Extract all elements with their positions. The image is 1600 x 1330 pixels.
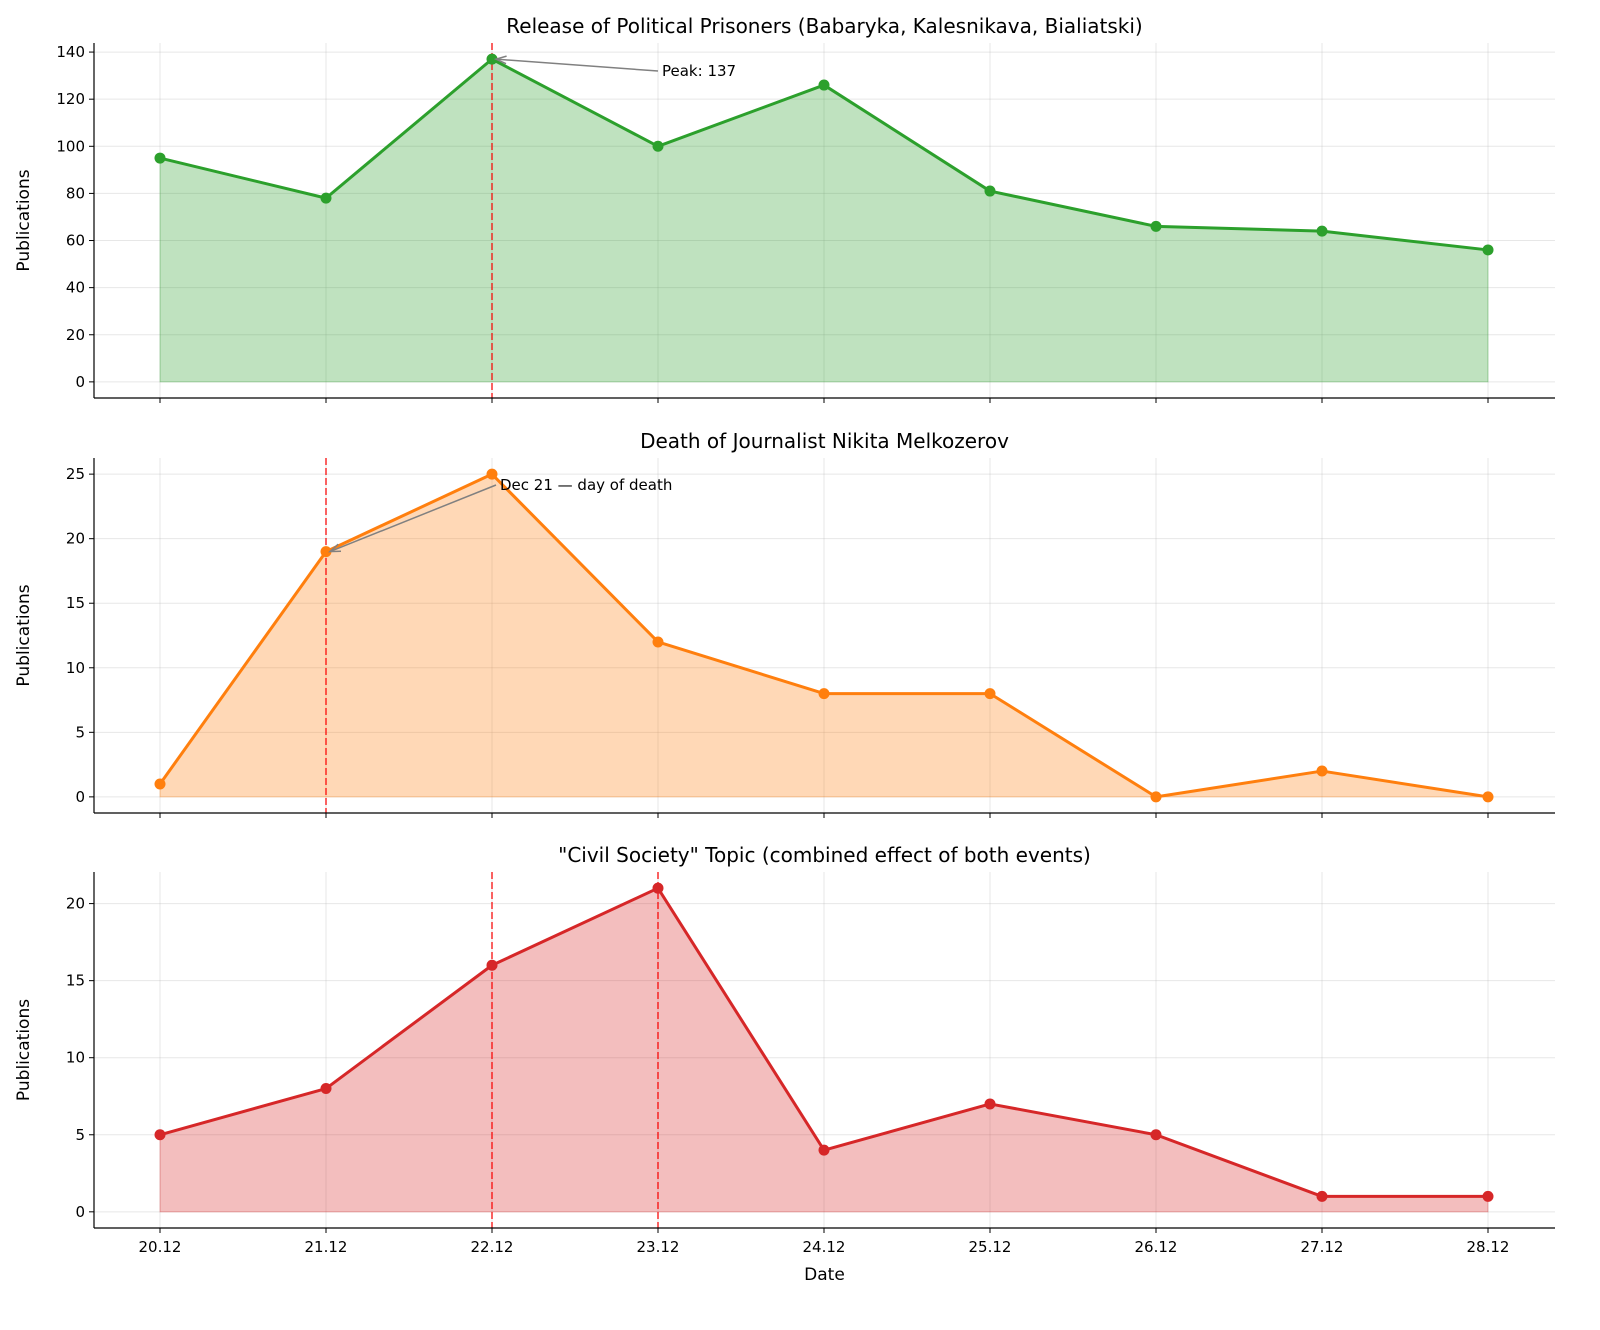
y-tick-label: 5 bbox=[75, 1126, 85, 1144]
annotation-arrowhead bbox=[493, 55, 507, 65]
data-point bbox=[818, 688, 830, 700]
data-point bbox=[984, 185, 996, 197]
y-tick-label: 0 bbox=[75, 373, 85, 391]
data-point bbox=[154, 152, 166, 164]
data-point bbox=[652, 636, 664, 648]
y-tick-label: 25 bbox=[66, 465, 85, 483]
data-point bbox=[486, 468, 498, 480]
annotation-text: Dec 21 — day of death bbox=[500, 476, 672, 494]
y-tick-label: 0 bbox=[75, 788, 85, 806]
y-tick-label: 40 bbox=[66, 279, 85, 297]
data-point bbox=[818, 1144, 830, 1156]
y-tick-label: 100 bbox=[56, 137, 85, 155]
annotation-arrow bbox=[329, 484, 497, 553]
y-tick-label: 10 bbox=[66, 659, 85, 677]
data-point bbox=[1482, 1190, 1494, 1202]
area-fill bbox=[159, 58, 1489, 383]
y-axis-label: Publications bbox=[14, 999, 34, 1101]
y-axis-label: Publications bbox=[14, 584, 34, 686]
annotation-arrowhead bbox=[327, 543, 342, 553]
y-tick-label: 15 bbox=[66, 972, 85, 990]
y-tick-label: 120 bbox=[56, 90, 85, 108]
x-tick-label: 27.12 bbox=[1301, 1238, 1344, 1256]
panel-3: 0 5 10 15 20 20.12 21.12 22.12 23.12 24.12 25.12 26… bbox=[14, 843, 1555, 1285]
y-tick-label: 15 bbox=[66, 594, 85, 612]
data-point bbox=[1150, 1129, 1162, 1141]
data-point bbox=[486, 959, 498, 971]
x-tick-label: 28.12 bbox=[1467, 1238, 1510, 1256]
x-tick-label: 25.12 bbox=[969, 1238, 1012, 1256]
y-tick-label: 20 bbox=[66, 530, 85, 548]
data-point bbox=[1150, 220, 1162, 232]
data-point bbox=[1482, 244, 1494, 256]
x-tick-label: 23.12 bbox=[637, 1238, 680, 1256]
x-tick-label: 20.12 bbox=[139, 1238, 182, 1256]
data-point bbox=[1316, 1190, 1328, 1202]
panel-1: 0 20 40 60 80 100 120 140 Release of Political P… bbox=[14, 14, 1555, 403]
x-tick-label: 21.12 bbox=[305, 1238, 348, 1256]
x-axis-label: Date bbox=[804, 1265, 845, 1285]
data-point bbox=[1316, 225, 1328, 237]
panel-2: 0 5 10 15 20 25 Death of Journalist Nikita Mel… bbox=[14, 429, 1555, 818]
data-point bbox=[818, 79, 830, 91]
data-point bbox=[1150, 791, 1162, 803]
data-point bbox=[652, 882, 664, 894]
data-point bbox=[320, 1083, 332, 1095]
x-tick-label: 24.12 bbox=[803, 1238, 846, 1256]
y-tick-label: 20 bbox=[66, 895, 85, 913]
data-point bbox=[320, 546, 332, 558]
annotation-text: Peak: 137 bbox=[662, 62, 736, 80]
data-point bbox=[1482, 791, 1494, 803]
data-point bbox=[486, 53, 498, 65]
data-point bbox=[1316, 765, 1328, 777]
y-tick-label: 140 bbox=[56, 43, 85, 61]
data-point bbox=[984, 688, 996, 700]
data-point bbox=[984, 1098, 996, 1110]
chart-title: "Civil Society" Topic (combined effect o… bbox=[558, 843, 1091, 867]
y-tick-label: 20 bbox=[66, 326, 85, 344]
y-tick-label: 60 bbox=[66, 232, 85, 250]
annotation-arrow bbox=[495, 58, 659, 72]
y-tick-label: 0 bbox=[75, 1203, 85, 1221]
data-point bbox=[320, 192, 332, 204]
x-tick-label: 22.12 bbox=[471, 1238, 514, 1256]
data-point bbox=[154, 1129, 166, 1141]
chart-title: Death of Journalist Nikita Melkozerov bbox=[640, 429, 1009, 453]
data-point bbox=[652, 140, 664, 152]
y-tick-label: 5 bbox=[75, 723, 85, 741]
y-axis-label: Publications bbox=[14, 169, 34, 271]
x-tick-label: 26.12 bbox=[1135, 1238, 1178, 1256]
chart-title: Release of Political Prisoners (Babaryka… bbox=[506, 14, 1142, 38]
y-tick-label: 80 bbox=[66, 184, 85, 202]
data-point bbox=[154, 778, 166, 790]
y-tick-label: 10 bbox=[66, 1049, 85, 1067]
